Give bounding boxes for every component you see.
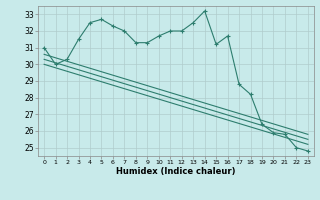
- X-axis label: Humidex (Indice chaleur): Humidex (Indice chaleur): [116, 167, 236, 176]
